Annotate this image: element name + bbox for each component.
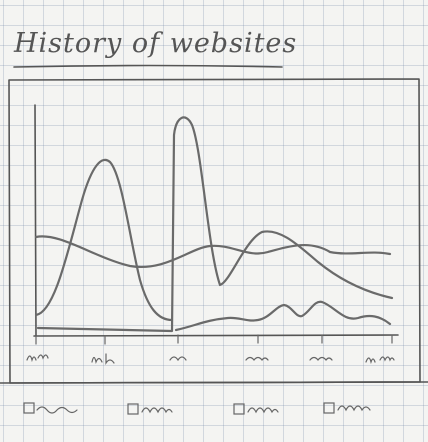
curve-b [36,116,394,333]
chart-frame [8,78,421,384]
curve-c [34,235,392,269]
curve-a [34,158,174,322]
curve-d [174,300,392,332]
legend-placeholders [23,402,371,415]
page-title: History of websites [13,28,297,59]
x-axis [33,334,399,337]
legend-swatch [233,403,245,415]
legend-label-placeholder [247,407,279,414]
x-ticks [35,334,393,345]
legend-label-placeholder [337,405,371,412]
x-tick-placeholders [26,353,395,365]
legend-label-placeholder [36,406,78,414]
legend-swatch [323,402,335,414]
legend-label-placeholder [141,407,173,414]
placeholder-lines [34,116,394,333]
legend-swatch [127,403,139,415]
legend-divider [0,381,428,384]
legend-swatch [23,402,35,414]
title-underline [13,64,283,68]
y-axis [34,104,37,337]
